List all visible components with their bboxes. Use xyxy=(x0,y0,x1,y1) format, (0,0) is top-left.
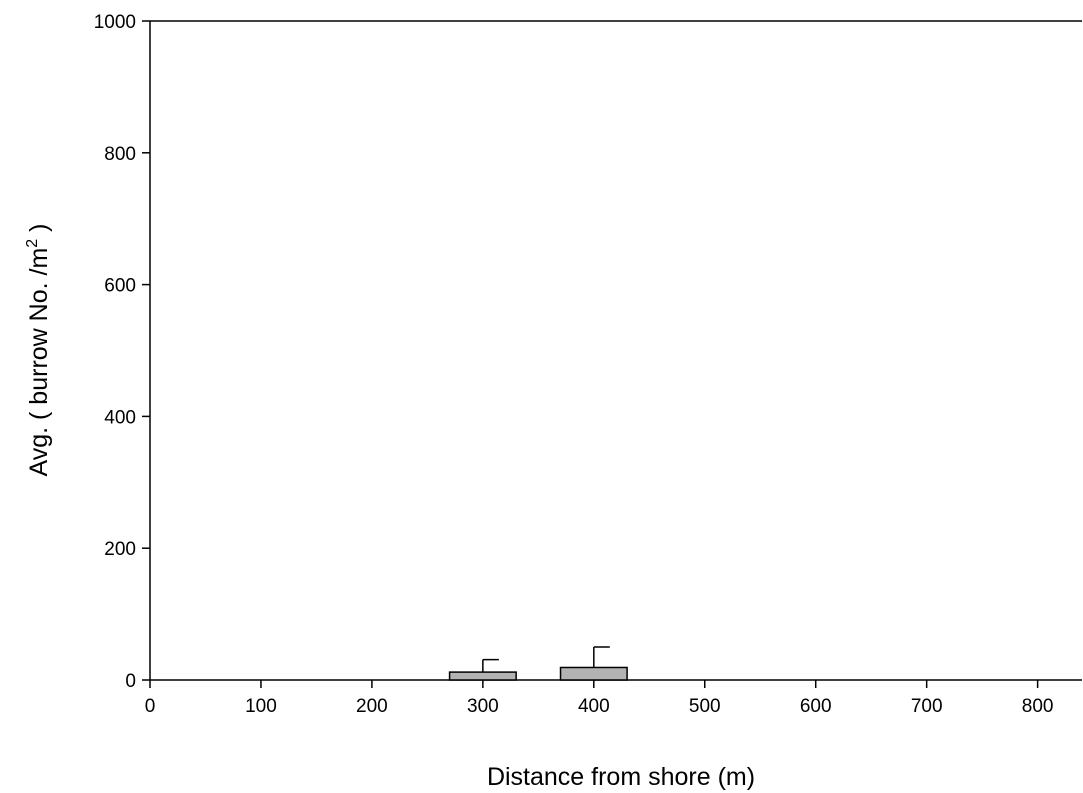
x-axis-title: Distance from shore (m) xyxy=(487,763,755,791)
x-tick-label: 600 xyxy=(800,696,832,717)
x-tick-label: 0 xyxy=(145,696,156,717)
y-axis-title-superscript: 2 xyxy=(24,239,41,248)
y-axis: 0 200 400 600 800 1000 xyxy=(94,12,150,692)
bar xyxy=(448,671,517,681)
y-axis-title-close: ) xyxy=(25,224,53,239)
x-tick-label: 300 xyxy=(467,696,499,717)
y-tick-label: 200 xyxy=(104,539,136,560)
x-tick-label: 200 xyxy=(356,696,388,717)
x-tick-label: 700 xyxy=(911,696,943,717)
y-tick-label: 800 xyxy=(104,144,136,165)
y-tick-label: 0 xyxy=(125,671,136,692)
y-tick-label: 600 xyxy=(104,276,136,297)
bar xyxy=(559,666,628,681)
y-axis-title: Avg. ( burrow No. /m2 ) xyxy=(24,224,53,477)
y-tick-label: 400 xyxy=(104,407,136,428)
y-tick-label: 1000 xyxy=(94,12,136,33)
error-bars-group xyxy=(482,646,610,673)
bars-group xyxy=(448,666,628,681)
plot-frame xyxy=(149,20,1082,681)
x-tick-label: 800 xyxy=(1022,696,1054,717)
x-axis: 0 100 200 300 400 500 600 700 800 xyxy=(145,680,1054,717)
y-axis-title-main: Avg. ( burrow No. /m xyxy=(25,248,53,477)
x-tick-label: 500 xyxy=(689,696,721,717)
x-tick-label: 100 xyxy=(245,696,277,717)
x-tick-label: 400 xyxy=(578,696,610,717)
